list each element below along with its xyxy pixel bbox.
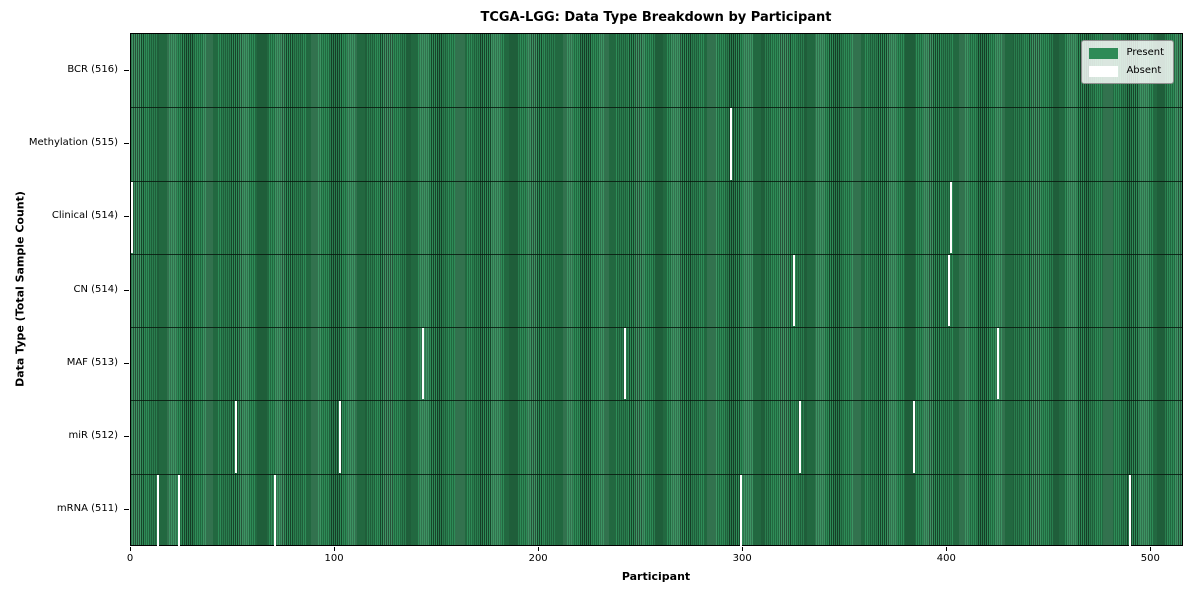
legend-label-absent: Absent [1126, 65, 1162, 76]
x-tick-label: 200 [528, 553, 548, 564]
y-tick-label-mRNA: mRNA (511) [56, 503, 118, 515]
legend: Present Absent [1081, 40, 1174, 84]
absent-marker-mRNA-13 [157, 474, 160, 546]
absent-marker-miR-384 [913, 401, 916, 473]
x-tick-mark [946, 547, 948, 551]
present-swatch-icon [1089, 47, 1119, 59]
chart-title: TCGA-LGG: Data Type Breakdown by Partici… [480, 10, 832, 25]
absent-marker-mRNA-490 [1129, 474, 1132, 546]
x-tick-mark [538, 547, 540, 551]
absent-marker-MAF-143 [422, 328, 425, 400]
y-tick-mark [124, 509, 129, 511]
row-separator [131, 473, 1182, 475]
x-tick-mark [742, 547, 744, 551]
absent-marker-Clinical-0 [131, 181, 133, 253]
y-tick-label-BCR: BCR (516) [67, 63, 118, 75]
legend-label-present: Present [1126, 47, 1164, 58]
y-tick-mark [124, 142, 129, 144]
x-tick-label: 300 [732, 553, 752, 564]
y-tick-mark [124, 362, 129, 364]
y-tick-label-CN: CN (514) [73, 283, 118, 295]
x-tick-mark [130, 547, 131, 551]
absent-marker-miR-328 [799, 401, 802, 473]
y-tick-mark [124, 216, 129, 218]
y-tick-label-MAF: MAF (513) [66, 356, 118, 368]
row-separator [131, 180, 1182, 182]
row-separator [131, 327, 1182, 329]
x-axis-title: Participant [621, 570, 691, 583]
absent-swatch-icon [1089, 65, 1119, 77]
y-tick-label-Methylation: Methylation (515) [28, 136, 118, 148]
absent-marker-Methylation-294 [729, 108, 732, 180]
x-tick-label: 400 [936, 553, 956, 564]
x-tick-label: 0 [126, 553, 134, 564]
absent-marker-mRNA-299 [740, 474, 742, 546]
legend-entry-absent: Absent [1089, 65, 1164, 77]
absent-marker-MAF-425 [996, 328, 999, 400]
y-tick-mark [124, 69, 129, 71]
absent-marker-mRNA-70 [273, 474, 276, 546]
absent-marker-CN-325 [792, 254, 795, 327]
x-tick-label: 100 [324, 553, 344, 564]
absent-marker-mRNA-23 [177, 474, 180, 546]
x-tick-mark [334, 547, 336, 551]
y-tick-label-Clinical: Clinical (514) [51, 210, 118, 222]
absent-marker-Clinical-402 [949, 181, 952, 253]
x-tick-label: 500 [1140, 553, 1160, 564]
absent-marker-miR-51 [234, 401, 237, 473]
legend-entry-present: Present [1089, 47, 1164, 59]
y-tick-mark [124, 289, 129, 291]
y-tick-mark [124, 436, 129, 438]
absent-marker-MAF-242 [623, 328, 626, 400]
x-tick-mark [1150, 547, 1152, 551]
y-tick-label-miR: miR (512) [68, 430, 118, 442]
absent-marker-miR-102 [338, 401, 341, 473]
row-separator [131, 400, 1182, 402]
plot-area: Present Absent [130, 33, 1183, 546]
row-separator [131, 253, 1182, 255]
absent-marker-CN-401 [947, 254, 950, 327]
row-separator [131, 107, 1182, 109]
